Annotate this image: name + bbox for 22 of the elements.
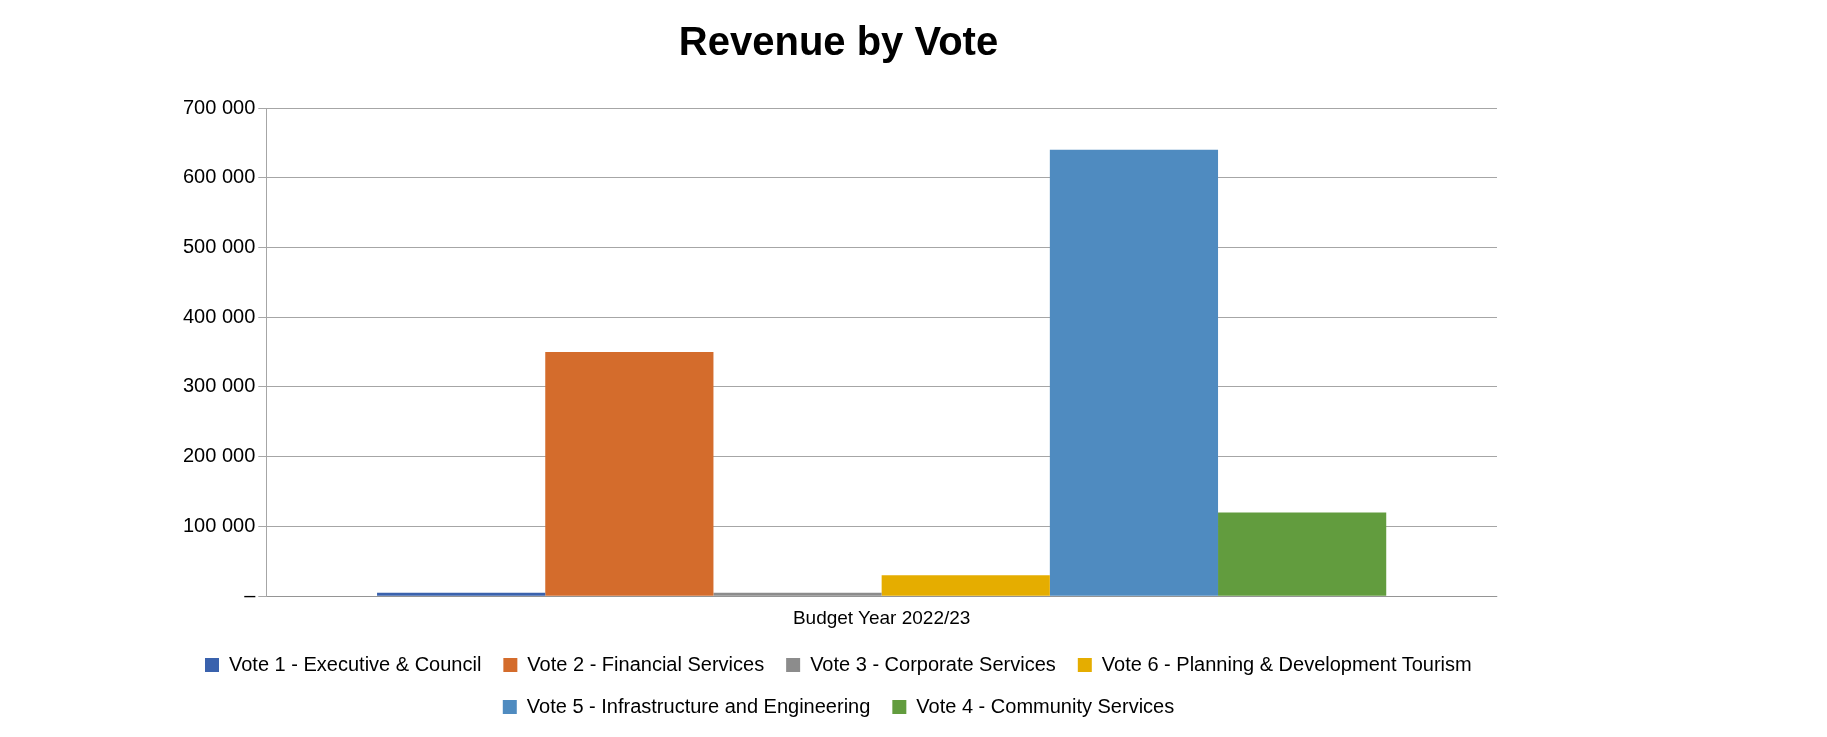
y-tick-label: 700 000 [183,95,256,118]
y-tick-label: 600 000 [183,165,256,188]
y-tick-label: 200 000 [183,444,256,467]
bar [1049,149,1219,596]
legend-label: Vote 5 - Infrastructure and Engineering [526,694,871,717]
legend-label: Vote 6 - Planning & Development Tourism [1101,652,1472,675]
chart-title: Revenue by Vote [678,19,999,64]
x-tick-label: Budget Year 2022/23 [792,606,971,628]
y-tick-label: 400 000 [183,304,256,327]
bar [545,352,714,596]
y-tick-label: 500 000 [183,235,256,257]
bar [377,592,546,596]
y-tick-label: – [244,583,257,606]
y-tick-label: 100 000 [183,513,256,536]
y-tick-label: 300 000 [183,374,256,397]
bar [1218,512,1387,596]
legend-label: Vote 2 - Financial Services [527,652,765,675]
legend-label: Vote 3 - Corporate Services [810,652,1056,675]
bar [713,592,882,596]
legend-label: Vote 4 - Community Services [916,694,1175,717]
legend-label: Vote 1 - Executive & Council [229,652,482,675]
bar [881,575,1050,596]
